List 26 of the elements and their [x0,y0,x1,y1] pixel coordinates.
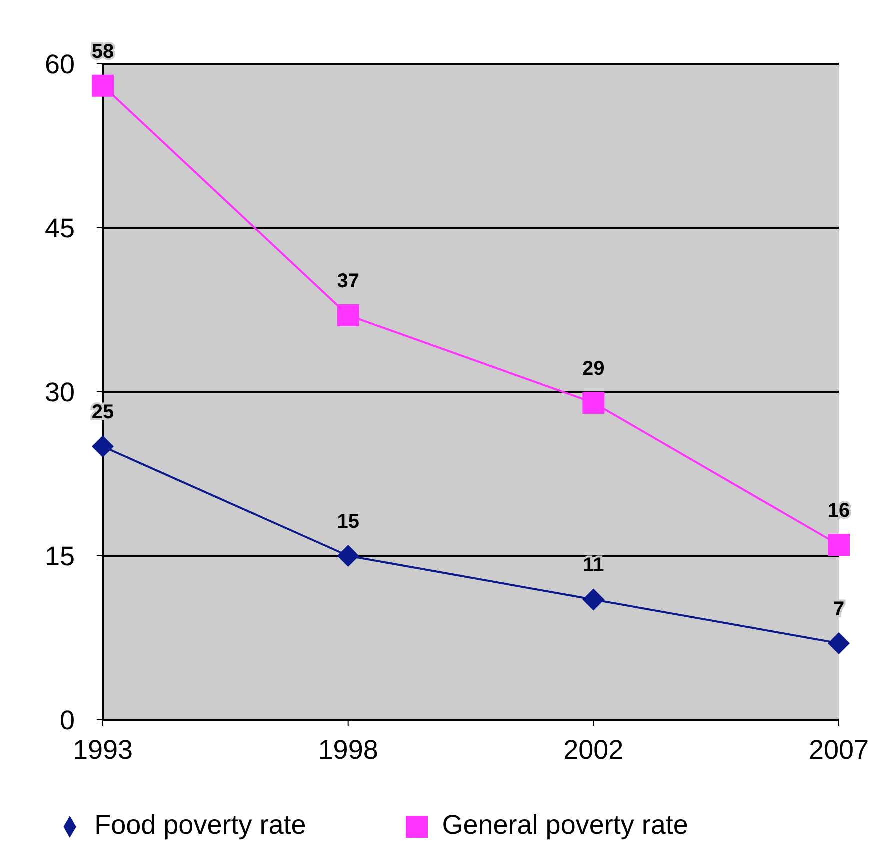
point [828,632,850,654]
data-label: 37 [337,270,360,292]
point [92,436,114,458]
y-tick-label: 15 [44,542,75,572]
point [828,534,850,556]
point [582,588,605,611]
x-tick-label: 2002 [564,735,624,766]
data-label: 15 [337,511,360,533]
x-tick-label: 1993 [72,735,134,766]
data-label: 7 [833,598,845,620]
point [337,545,360,567]
point [92,74,114,97]
y-tick-label: 0 [60,706,75,736]
point [582,392,605,414]
legend-label: General poverty rate [442,810,688,840]
legend-label: Food poverty rate [94,810,306,840]
data-label: 58 [92,40,114,63]
data-label: 29 [582,358,605,380]
point [337,304,360,326]
x-tick-label: 2007 [808,735,870,766]
y-tick-label: 60 [44,50,75,80]
y-tick-label: 30 [44,378,75,408]
data-label: 16 [828,500,850,522]
data-label: 11 [583,554,604,577]
y-tick-label: 45 [44,214,75,244]
x-tick-label: 1998 [318,735,378,766]
